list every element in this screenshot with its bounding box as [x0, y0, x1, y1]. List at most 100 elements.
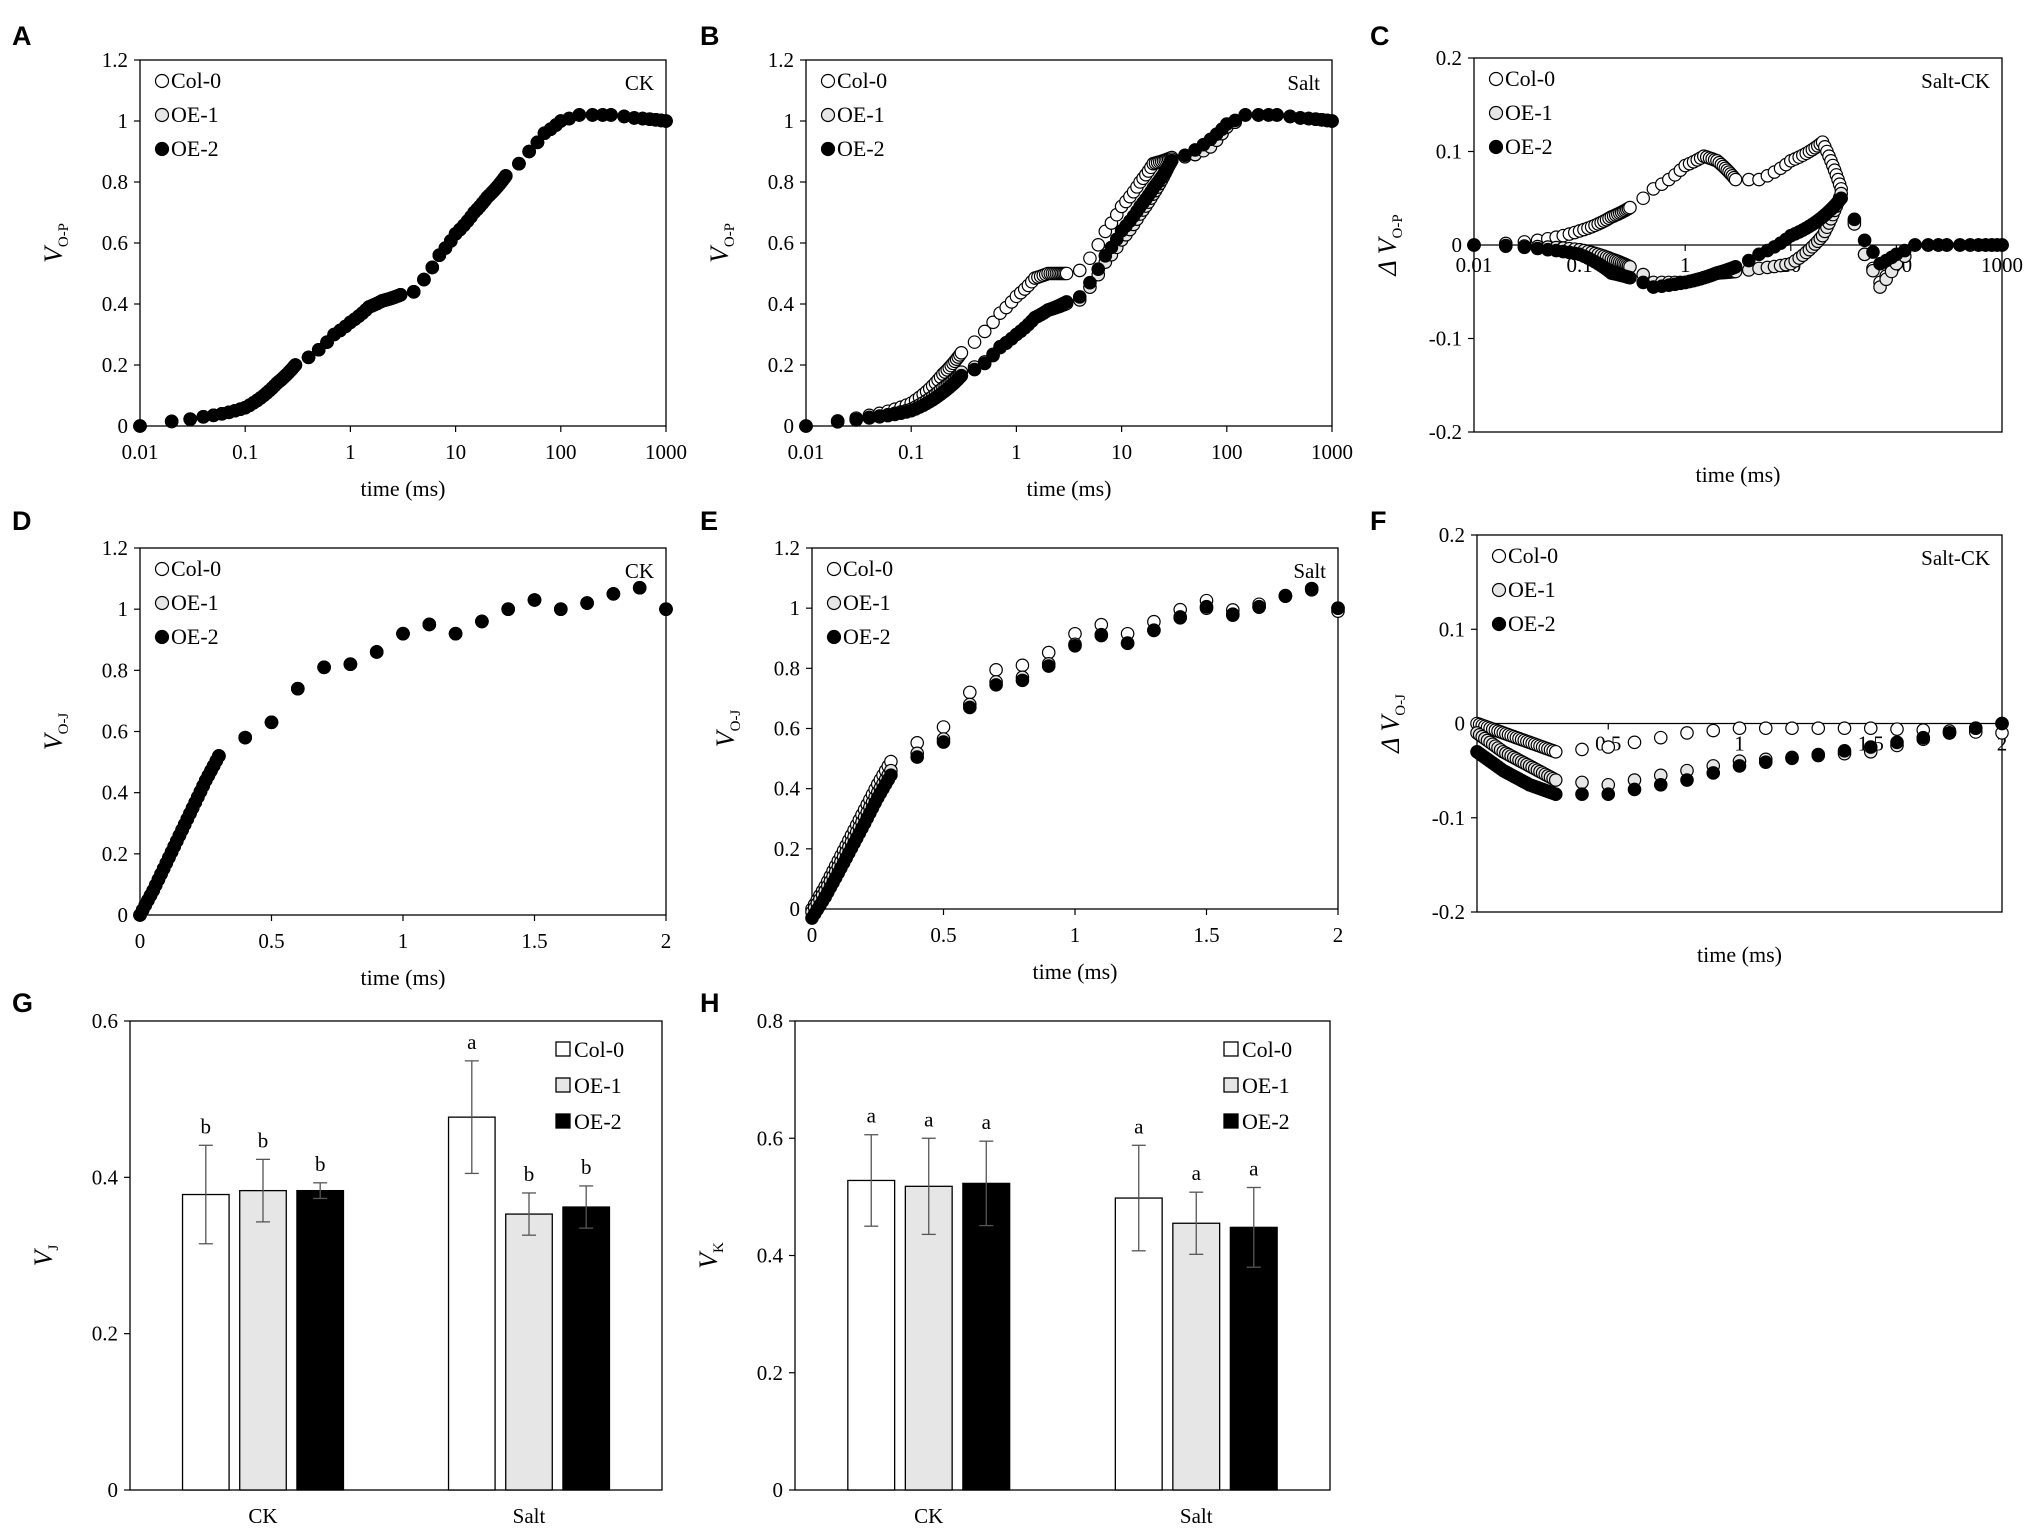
col0-point: [1837, 721, 1852, 736]
legend-marker: [154, 561, 170, 577]
x-tick-label: 1: [1011, 440, 1022, 464]
y-axis-label-main: Δ V: [1376, 713, 1405, 754]
y-axis-label: VK: [694, 1242, 727, 1269]
oe2-point: [425, 260, 440, 275]
oe2-point: [1968, 721, 1983, 736]
oe2-point: [1847, 212, 1862, 227]
oe2-point: [1252, 599, 1266, 614]
oe2-point: [1680, 773, 1694, 787]
col0-point: [1706, 723, 1721, 738]
oe2-point: [1094, 628, 1109, 643]
y-tick-label: 1.2: [768, 48, 794, 72]
x-tick-label: 1: [1734, 732, 1745, 756]
oe2-point: [1467, 238, 1481, 252]
oe2-point: [884, 768, 898, 782]
col0-point: [936, 720, 951, 734]
col0-point: [967, 335, 982, 349]
condition-label: CK: [625, 559, 654, 583]
legend-marker: [555, 1113, 571, 1129]
oe2-point: [1575, 787, 1589, 801]
oe2-point: [1834, 191, 1848, 206]
oe2-point: [977, 356, 992, 371]
y-tick-label: 1: [790, 596, 801, 620]
y-tick-label: 0.1: [1439, 617, 1465, 641]
legend-marker: [826, 629, 842, 645]
col0-point: [989, 663, 1003, 677]
y-tick-label: 0: [773, 1478, 784, 1502]
significance-letter: a: [867, 1104, 877, 1128]
x-tick-label: 0.01: [1456, 253, 1493, 277]
legend-label: Col-0: [171, 556, 221, 581]
significance-letter: a: [982, 1110, 992, 1134]
col0-point: [1091, 238, 1106, 252]
legend-label: Col-0: [1508, 543, 1558, 568]
legend-marker: [826, 561, 842, 577]
significance-letter: a: [924, 1107, 934, 1131]
col0-point: [1072, 263, 1087, 278]
oe2-point: [238, 730, 252, 745]
category-label: CK: [914, 1504, 943, 1528]
category-label: Salt: [1180, 1504, 1213, 1528]
y-tick-label: 0.8: [757, 1009, 783, 1033]
y-axis-label: VO-J: [711, 710, 744, 748]
y-tick-label: 1.2: [102, 48, 128, 72]
x-tick-label: 0: [135, 929, 146, 953]
legend-marker: [154, 141, 170, 157]
legend-marker: [1491, 616, 1507, 632]
y-tick-label: 0: [118, 414, 129, 438]
legend-marker: [820, 73, 836, 89]
significance-letter: b: [524, 1162, 535, 1186]
oe2-point: [422, 617, 437, 632]
x-tick-label: 100: [545, 440, 577, 464]
y-axis-label-main: V: [694, 1250, 723, 1269]
y-axis-label-sub: O-J: [728, 710, 744, 732]
oe2-point: [498, 169, 513, 183]
y-tick-label: 0.6: [92, 1009, 118, 1033]
panel-letter: F: [1370, 506, 1387, 536]
legend-marker: [1223, 1077, 1239, 1093]
oe2-point: [1226, 607, 1240, 621]
x-axis-label: time (ms): [361, 476, 446, 501]
x-tick-label: 0.01: [788, 440, 825, 464]
x-axis-label: time (ms): [361, 965, 446, 990]
oe2-point: [1939, 238, 1954, 252]
legend-label: OE-2: [1242, 1109, 1290, 1134]
y-axis-label-sub: O-J: [56, 713, 72, 735]
y-tick-label: 0: [784, 414, 795, 438]
oe2-point: [1548, 787, 1563, 801]
oe2-point: [954, 368, 969, 383]
panel-B: B 0 0.2 0.4 0.6 0.8 1 1.2 0.01 0.1 1 10 100 1000 time …: [700, 21, 1353, 501]
x-tick-label: 1: [398, 929, 409, 953]
y-tick-label: 1: [118, 109, 129, 133]
col0-point: [1041, 645, 1056, 660]
legend-marker: [1488, 105, 1504, 121]
legend-label: Col-0: [171, 68, 221, 93]
oe2-point: [849, 413, 863, 427]
y-tick-label: 0.8: [102, 170, 128, 194]
legend-marker: [154, 629, 170, 645]
y-axis-label-sub: O-P: [722, 223, 738, 247]
oe2-point: [264, 715, 279, 730]
y-axis-label-main: V: [711, 728, 740, 747]
oe2-point: [962, 700, 977, 715]
oe2-point: [1857, 233, 1872, 248]
oe2-point: [1068, 638, 1082, 653]
oe2-point: [343, 657, 358, 672]
x-tick-label: 10: [445, 440, 466, 464]
legend-label: OE-1: [574, 1073, 622, 1098]
legend-marker: [826, 595, 842, 611]
oe2-point: [1706, 766, 1721, 780]
oe2-point: [1942, 726, 1957, 740]
legend-label: Col-0: [843, 556, 893, 581]
condition-label: Salt-CK: [1921, 546, 1990, 570]
y-tick-label: 0.8: [102, 658, 128, 682]
oe2-point: [183, 412, 197, 426]
oe2-point: [288, 358, 303, 372]
col0-point: [1015, 658, 1030, 673]
col0-point: [1083, 251, 1097, 266]
x-tick-label: 1000: [1981, 253, 2023, 277]
significance-letter: b: [581, 1155, 592, 1179]
col0-point: [1785, 721, 1799, 736]
y-tick-label: 0.2: [102, 353, 128, 377]
